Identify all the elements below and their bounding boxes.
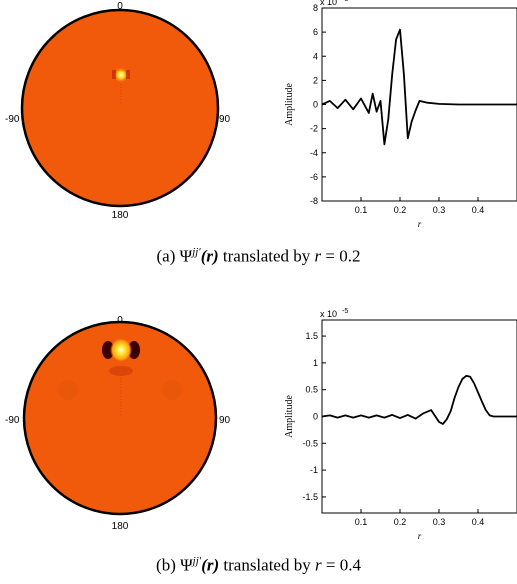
y-tick-label-b: 0.5: [305, 385, 318, 395]
x-tick-label-b: 0.1: [355, 517, 368, 527]
figure-a-svg: 0 -90 90 180 -8 -6 -4 -2 0 2 4 6 8 0.1 0.2 0.3 0.4 x …: [5, 0, 517, 229]
caption-var-b: r: [314, 555, 322, 575]
polar-top-label-b: 0: [117, 315, 123, 326]
chart-a: -8 -6 -4 -2 0 2 4 6 8 0.1 0.2 0.3 0.4 x 10 -5 Amplitude…: [284, 0, 517, 229]
x-tick-label-a: 0.4: [472, 205, 485, 215]
y-tick-label-a: 2: [313, 75, 318, 85]
polar-ghost-left-b: [58, 380, 78, 400]
caption-b: (b) Ψjj′(r) translated by r = 0.4: [0, 555, 517, 576]
polar-blob-a: [113, 67, 129, 83]
polar-ghost-right-b: [162, 380, 182, 400]
caption-sup-b: jj′: [192, 555, 202, 567]
polar-bottom-label-a: 180: [112, 210, 129, 221]
figure-panel-a: 0 -90 90 180 -8 -6 -4 -2 0 2 4 6 8 0.1 0.2 0.3 0.4 x …: [0, 0, 517, 267]
y-tick-label-a: 4: [313, 51, 318, 61]
series-line-b: [321, 374, 517, 425]
caption-psi-b: Ψ: [180, 555, 193, 575]
y-scale-exp-a: -5: [342, 0, 348, 3]
caption-arg-b: (r): [201, 555, 220, 575]
polar-blob-dark-right-a: [126, 70, 130, 79]
caption-var-a: r: [314, 246, 322, 266]
caption-a: (a) Ψjj′(r) translated by r = 0.2: [0, 246, 517, 267]
polar-blob-dark-left-a: [112, 70, 116, 79]
caption-psi-a: Ψ: [179, 246, 193, 266]
caption-middle-b: translated by: [223, 555, 311, 575]
x-tick-label-a: 0.3: [433, 205, 446, 215]
caption-middle-a: translated by: [222, 246, 311, 266]
polar-blob-b: [110, 338, 132, 362]
y-scale-note-b: x 10: [320, 309, 337, 319]
polar-left-label-a: -90: [5, 114, 20, 125]
y-axis-label-b: Amplitude: [284, 395, 295, 438]
series-line-a: [321, 28, 517, 146]
chart-b: -1.5 -1 -0.5 0 0.5 1 1.5 0.1 0.2 0.3 0.4 x 10 -5 Ampl…: [284, 308, 517, 541]
polar-left-label-b: -90: [5, 415, 20, 426]
y-tick-label-b: -0.5: [302, 438, 318, 448]
polar-disk-b: [22, 320, 218, 516]
polar-disk-a: [20, 8, 220, 208]
caption-prefix-a: (a): [156, 246, 176, 266]
polar-right-label-b: 90: [219, 415, 231, 426]
caption-eq-b: = 0.4: [325, 555, 361, 575]
caption-arg-a: (r): [200, 246, 219, 266]
x-axis-label-a: r: [418, 219, 422, 229]
y-tick-label-b: 0: [313, 412, 318, 422]
y-tick-label-a: -2: [310, 124, 318, 134]
polar-right-label-a: 90: [219, 114, 231, 125]
y-tick-label-a: -4: [310, 148, 318, 158]
y-axis-label-a: Amplitude: [284, 83, 295, 126]
x-tick-label-b: 0.3: [433, 517, 446, 527]
caption-prefix-b: (b): [156, 555, 176, 575]
caption-sup-a: jj′: [192, 246, 201, 258]
y-scale-exp-b: -5: [342, 308, 348, 315]
y-tick-label-b: 1.5: [305, 331, 318, 341]
y-tick-label-a: 0: [313, 100, 318, 110]
y-tick-label-a: 8: [313, 3, 318, 13]
x-tick-label-b: 0.4: [472, 517, 485, 527]
y-tick-label-b: -1.5: [302, 492, 318, 502]
x-tick-label-a: 0.1: [355, 205, 368, 215]
figure-panel-b: 0 -90 90 180 -1.5 -1 -0.5 0 0.5 1 1.5 0.1 0.2 0.3…: [0, 292, 517, 584]
y-tick-label-a: 6: [313, 27, 318, 37]
x-tick-label-b: 0.2: [394, 517, 407, 527]
y-tick-label-a: -6: [310, 172, 318, 182]
y-tick-label-b: 1: [313, 358, 318, 368]
y-scale-note-a: x 10: [320, 0, 337, 7]
y-tick-label-a: -8: [310, 196, 318, 206]
x-tick-label-a: 0.2: [394, 205, 407, 215]
polar-bottom-label-b: 180: [112, 521, 129, 532]
figure-b-svg: 0 -90 90 180 -1.5 -1 -0.5 0 0.5 1 1.5 0.1 0.2 0.3…: [5, 308, 517, 541]
polar-blob-halo-b: [109, 366, 133, 376]
caption-eq-a: = 0.2: [325, 246, 361, 266]
y-tick-label-b: -1: [310, 465, 318, 475]
x-axis-label-b: r: [418, 531, 422, 541]
polar-top-label-a: 0: [117, 1, 123, 12]
